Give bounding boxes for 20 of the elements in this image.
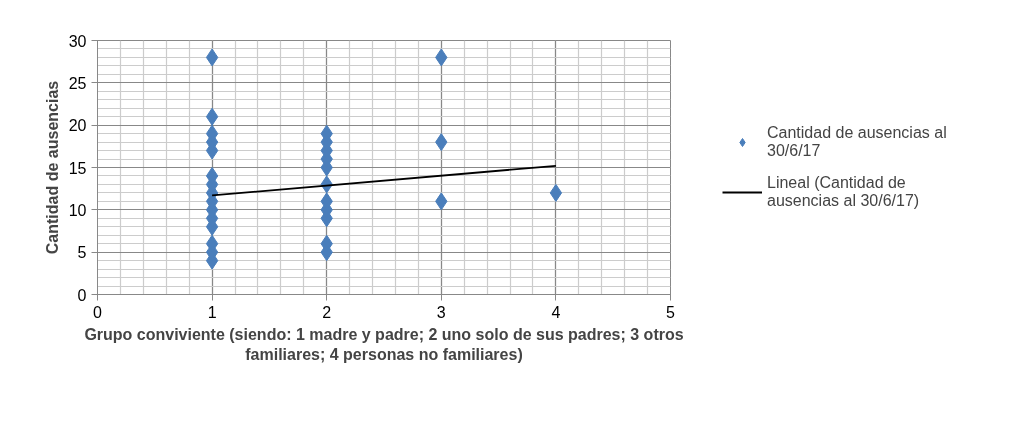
x-tick-label: 5	[666, 303, 676, 321]
x-tick-label: 3	[436, 303, 446, 321]
legend-label: Lineal (Cantidad de ausencias al 30/6/17)	[767, 174, 920, 210]
x-tick-label: 0	[93, 303, 103, 321]
y-axis-title: Cantidad de ausencias	[43, 80, 61, 255]
y-tick-label: 20	[68, 117, 87, 135]
point	[205, 48, 219, 67]
point	[205, 107, 219, 126]
y-tick-label: 15	[68, 159, 87, 177]
legend-label: Cantidad de ausencias al 30/6/17	[767, 124, 947, 160]
y-tick-label: 0	[77, 286, 87, 304]
x-tick-label: 4	[551, 303, 561, 321]
point	[549, 183, 563, 202]
y-tick-label: 30	[68, 32, 87, 50]
x-tick-label: 1	[207, 303, 217, 321]
y-tick-label: 5	[77, 244, 87, 262]
y-tick-label: 25	[68, 74, 87, 92]
y-tick-label: 10	[68, 201, 87, 219]
x-axis-title: Grupo conviviente (siendo: 1 madre y padre; 2 uno solo de sus padres; 3 otros familiares; 4 personas no familiares)	[84, 325, 684, 363]
x-tick-label: 2	[322, 303, 332, 321]
